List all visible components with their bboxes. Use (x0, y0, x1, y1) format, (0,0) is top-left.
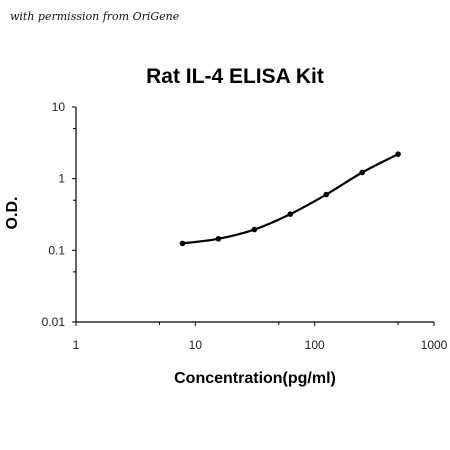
x-tick-label: 1 (73, 338, 80, 352)
series-layer (179, 151, 401, 247)
x-axis-label: Concentration(pg/ml) (174, 370, 336, 387)
y-tick-label: 10 (52, 100, 66, 114)
x-tick-label: 10 (189, 338, 203, 352)
chart-title: Rat IL-4 ELISA Kit (146, 65, 324, 88)
y-tick-label: 0.1 (48, 243, 65, 257)
data-point (287, 211, 294, 217)
data-point (359, 169, 365, 176)
x-tick-label: 1000 (421, 338, 448, 352)
y-tick-label: 0.01 (42, 315, 66, 329)
data-point (395, 151, 401, 157)
tick-labels: 1 10 100 1000 0.01 0.1 1 10 (42, 100, 448, 352)
data-point (323, 191, 330, 198)
y-axis-label: O.D. (4, 197, 21, 230)
credit-text: with permission from OriGene (10, 10, 180, 23)
series-line (182, 153, 399, 245)
ticks (72, 106, 435, 326)
data-point (215, 235, 222, 242)
data-point (179, 240, 186, 247)
x-tick-label: 100 (305, 338, 325, 352)
axes (75, 107, 434, 323)
data-point (251, 226, 258, 233)
y-tick-label: 1 (58, 172, 65, 186)
